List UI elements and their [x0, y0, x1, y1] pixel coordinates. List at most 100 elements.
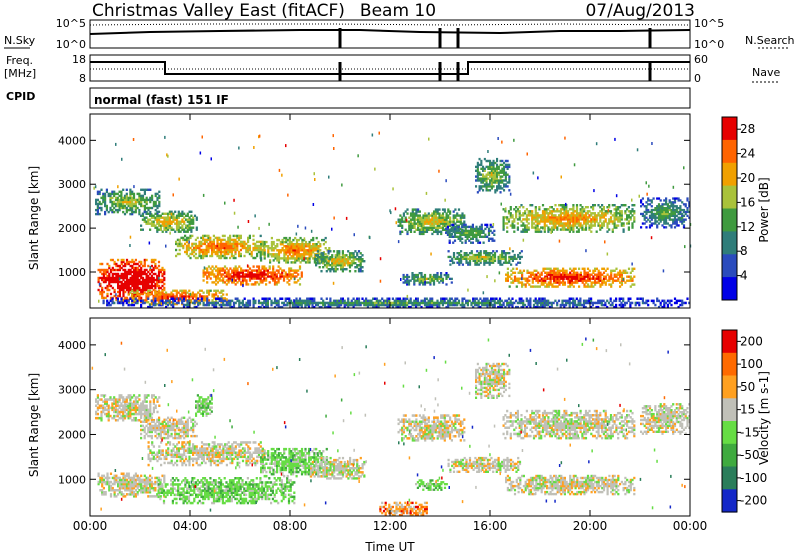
velocity-xtick-label-0: 00:00: [73, 519, 108, 533]
power-scatter-region-3: [140, 210, 198, 233]
power-scatter-region-9: [445, 223, 496, 244]
power-scatter-region-5: [202, 265, 303, 286]
velocity-colorbar-frame: [721, 329, 738, 513]
power-scatter-region-6: [260, 236, 331, 264]
power-colorbar-label-3: 16: [740, 195, 755, 209]
noise-panel: N.Sky 10^5 10^0 10^5 10^0 N.Search: [4, 17, 795, 51]
velocity-scatter-region-12: [505, 474, 636, 496]
velocity-ytick-label-3: 4000: [58, 339, 86, 352]
power-colorbar-label-2: 12: [740, 220, 755, 234]
velocity-scatter-region-6: [195, 394, 213, 417]
power-scatter-region-13: [475, 157, 511, 194]
beam-label: Beam 10: [360, 1, 436, 21]
nsky-label: N.Sky: [4, 34, 36, 47]
power-colorbar-swatch-0: [722, 117, 737, 141]
velocity-colorbar-swatch-7: [722, 489, 737, 513]
power-ytick-label-0: 1000: [58, 266, 86, 279]
power-colorbar-label: Power [dB]: [757, 177, 771, 242]
noise-tick-low-left: 10^0: [56, 38, 86, 51]
velocity-colorbar-label-0: 200: [740, 334, 763, 348]
power-colorbar-label-1: 8: [740, 244, 748, 258]
noise-tick-high-left: 10^5: [56, 17, 86, 30]
velocity-scatter-region-1: [95, 394, 161, 422]
velocity-colorbar-swatch-5: [722, 443, 737, 468]
frequency-panel: Freq. [MHz] 18 8 60 0 Nave: [4, 53, 780, 85]
velocity-colorbar-label-7: -200: [740, 494, 767, 508]
power-colorbar-label-6: 28: [740, 122, 755, 136]
freq-line: [90, 61, 690, 75]
nave-tick-high: 60: [694, 53, 708, 66]
power-colorbar-swatch-2: [722, 162, 737, 187]
cpid-panel: [89, 87, 691, 109]
velocity-colorbar-label-4: -15: [740, 425, 760, 439]
velocity-colorbar: 200 100 50 15 -15 -50 -100 -200 Velocity [m s-1…: [721, 329, 771, 513]
velocity-ytick-label-1: 2000: [58, 428, 86, 441]
power-scatter-region-4: [175, 234, 266, 260]
power-colorbar: 4 8 12 16 20 24 28 Power [dB]: [721, 116, 771, 301]
power-scatter-region-16: [102, 297, 691, 309]
power-ytick-label-1: 2000: [58, 222, 86, 235]
freq-tick-high: 18: [72, 53, 86, 66]
power-scatter-region-11: [505, 267, 636, 288]
velocity-scatter-region-7: [310, 456, 366, 480]
velocity-colorbar-label-6: -100: [740, 471, 767, 485]
velocity-scatter-region-9: [397, 414, 466, 442]
power-panel: 1000 2000 3000 4000 Slant Range [km]: [27, 113, 692, 309]
velocity-ytick-label-2: 3000: [58, 384, 86, 397]
velocity-colorbar-label-5: -50: [740, 448, 760, 462]
velocity-scatter-region-13: [502, 409, 636, 440]
power-scatter-region-7: [315, 250, 366, 273]
freq-tick-low: 8: [79, 72, 86, 85]
velocity-colorbar-swatch-4: [722, 421, 737, 445]
velocity-scatter-region-10: [415, 479, 448, 491]
nsearch-label: N.Search: [745, 34, 795, 47]
power-colorbar-label-0: 4: [740, 269, 748, 283]
xaxis-label: Time UT: [364, 540, 415, 554]
power-colorbar-swatch-4: [722, 208, 737, 232]
velocity-scatter-region-8: [379, 501, 428, 517]
noise-tick-low-right: 10^0: [694, 38, 724, 51]
velocity-colorbar-swatch-1: [722, 352, 737, 377]
power-colorbar-swatch-5: [722, 231, 737, 255]
nsky-line: [89, 29, 691, 35]
power-scatter-region-12: [502, 204, 636, 233]
velocity-xtick-label-6: 00:00: [673, 519, 708, 533]
freq-unit-label: [MHz]: [4, 67, 36, 80]
nsearch-line: [89, 23, 691, 26]
velocity-speckle: [91, 337, 686, 512]
power-scatter-region-14: [640, 197, 691, 229]
power-colorbar-swatch-3: [722, 185, 737, 209]
velocity-colorbar-swatch-2: [722, 375, 737, 399]
velocity-panel: 1000 2000 3000 4000 00:00 04:00 08:00 12:00 16:0…: [27, 317, 708, 533]
velocity-colorbar-label-1: 100: [740, 357, 763, 371]
velocity-ytick-label-0: 1000: [58, 473, 86, 486]
power-scatter-region-10: [447, 250, 523, 266]
freq-label: Freq.: [6, 54, 33, 67]
velocity-scatter-region-3: [147, 441, 266, 467]
station-title: Christmas Valley East (fitACF): [92, 1, 345, 21]
cpid-value: normal (fast) 151 IF: [94, 93, 229, 107]
velocity-xtick-label-4: 16:00: [473, 519, 508, 533]
velocity-xtick-label-3: 12:00: [373, 519, 408, 533]
power-scatter-region-15: [402, 272, 453, 286]
power-colorbar-label-5: 24: [740, 147, 755, 161]
power-colorbar-swatch-1: [722, 139, 737, 164]
nave-tick-low: 0: [694, 72, 701, 85]
velocity-scatter-region-14: [475, 362, 511, 399]
power-colorbar-frame: [721, 116, 738, 301]
noise-tick-high-right: 10^5: [694, 17, 724, 30]
velocity-colorbar-label: Velocity [m s-1]: [757, 371, 771, 465]
velocity-scatter-region-2: [140, 416, 198, 440]
power-ylabel: Slant Range [km]: [27, 166, 41, 270]
power-speckle: [93, 131, 692, 306]
velocity-xtick-label-5: 20:00: [573, 519, 608, 533]
velocity-colorbar-swatch-6: [722, 466, 737, 490]
velocity-xtick-label-1: 04:00: [173, 519, 208, 533]
power-ytick-label-2: 3000: [58, 178, 86, 191]
velocity-ylabel: Slant Range [km]: [27, 373, 41, 477]
power-colorbar-swatch-7: [722, 277, 737, 301]
velocity-colorbar-label-2: 50: [740, 380, 755, 394]
power-ytick-label-3: 4000: [58, 134, 86, 147]
velocity-scatter-region-4: [157, 477, 296, 505]
